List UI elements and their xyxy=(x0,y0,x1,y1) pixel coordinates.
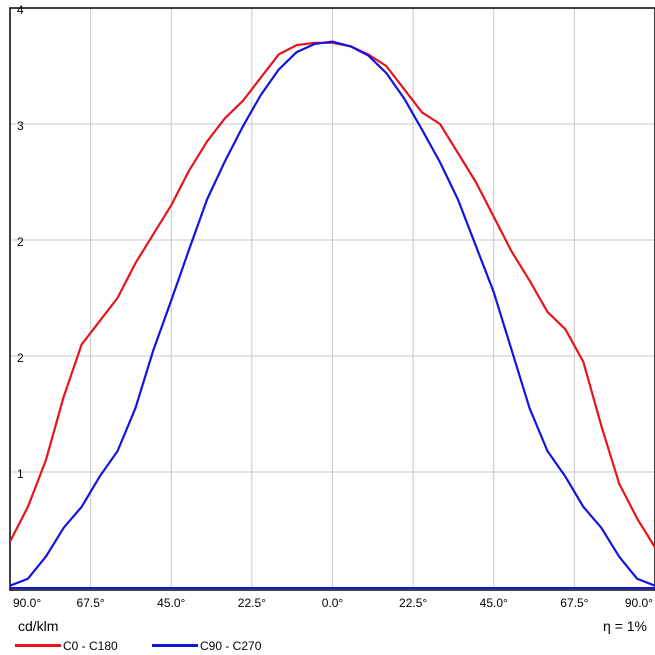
y-tick-label: 4 xyxy=(17,3,24,17)
plot-frame xyxy=(9,7,655,591)
series-line-1 xyxy=(9,40,655,587)
series-layer xyxy=(9,40,655,589)
grid xyxy=(10,8,655,588)
y-tick-label: 1 xyxy=(17,467,24,481)
legend-label-c90-c270: C90 - C270 xyxy=(200,639,262,653)
x-tick-label: 45.0° xyxy=(157,596,185,610)
x-tick-label: 22.5° xyxy=(238,596,266,610)
tick-labels: 90.0° 67.5° 45.0° 22.5° 0.0° 22.5° 45.0° 67.5° 9… xyxy=(13,3,653,610)
unit-label: cd/klm xyxy=(18,618,58,634)
legend-label-c0-c180: C0 - C180 xyxy=(63,639,118,653)
x-tick-label: 45.0° xyxy=(480,596,508,610)
y-tick-label: 3 xyxy=(17,119,24,133)
x-tick-label: 22.5° xyxy=(399,596,427,610)
x-tick-label: 90.0° xyxy=(625,596,653,610)
y-tick-label: 2 xyxy=(17,351,24,365)
x-tick-label: 0.0° xyxy=(322,596,344,610)
efficiency-label: η = 1% xyxy=(603,618,647,634)
legend: C0 - C180 C90 - C270 xyxy=(15,639,262,653)
x-tick-label: 90.0° xyxy=(13,596,41,610)
x-tick-label: 67.5° xyxy=(560,596,588,610)
y-tick-label: 2 xyxy=(17,235,24,249)
x-tick-label: 67.5° xyxy=(77,596,105,610)
series-line-0 xyxy=(9,41,655,548)
